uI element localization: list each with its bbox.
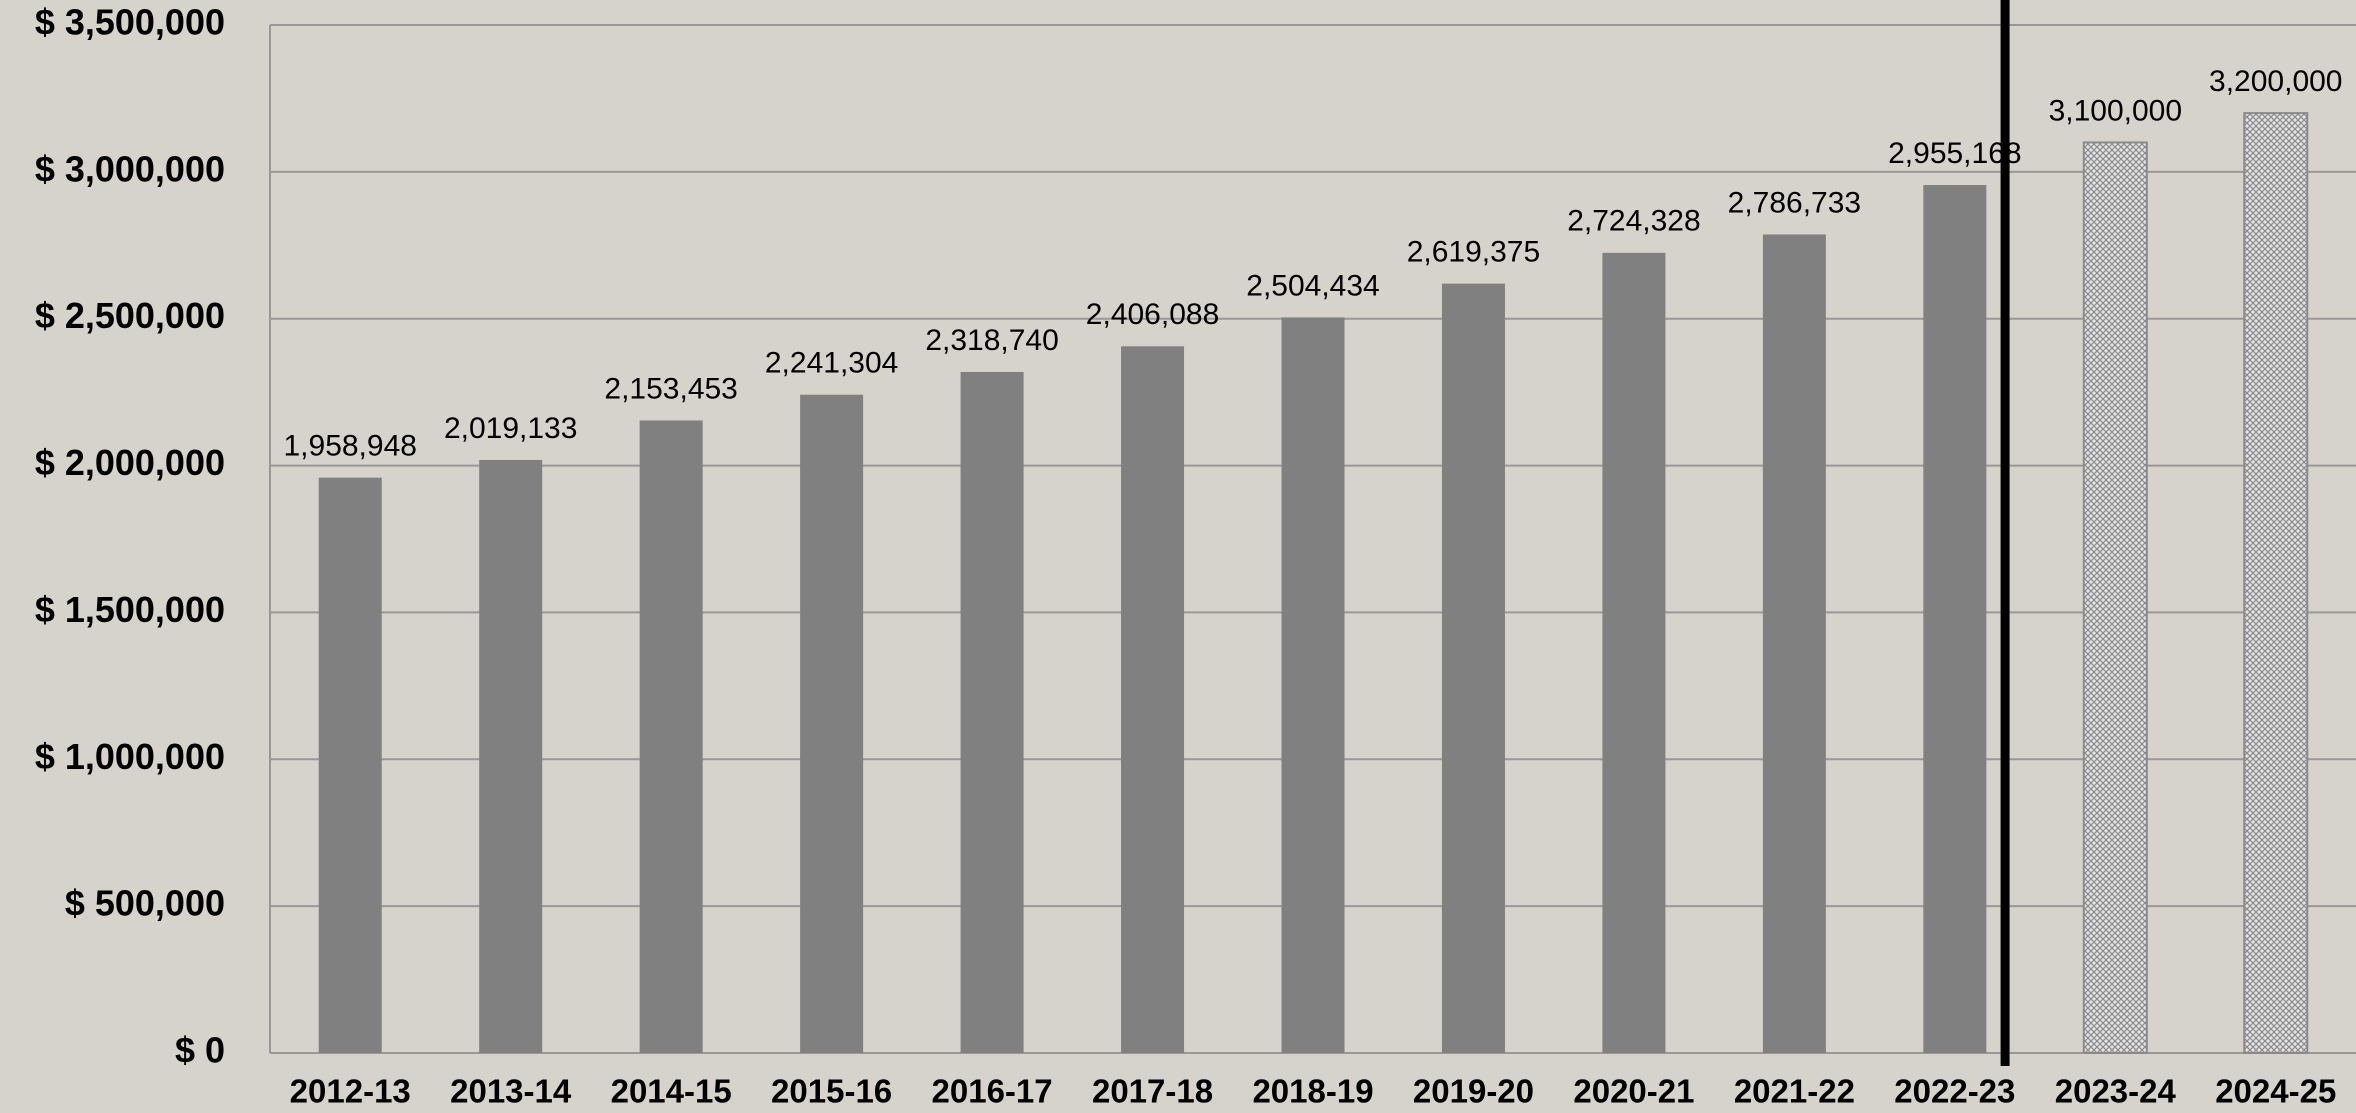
y-tick-label: $ 500,000 <box>65 883 225 924</box>
value-label: 2,619,375 <box>1407 236 1540 269</box>
bar <box>479 459 543 1053</box>
bar <box>2243 112 2309 1055</box>
y-tick-label: $ 0 <box>175 1030 225 1071</box>
x-tick-label: 2020-21 <box>1573 1073 1694 1110</box>
bar <box>800 394 864 1053</box>
bar <box>1441 283 1505 1054</box>
bar <box>1923 185 1987 1053</box>
x-tick-label: 2017-18 <box>1092 1073 1213 1110</box>
bar <box>1281 317 1345 1053</box>
x-tick-label: 2022-23 <box>1894 1073 2015 1110</box>
x-tick-label: 2021-22 <box>1734 1073 1855 1110</box>
y-tick-label: $ 1,000,000 <box>35 736 225 777</box>
value-label: 2,724,328 <box>1567 205 1700 238</box>
x-tick-label: 2015-16 <box>771 1073 892 1110</box>
value-label: 2,406,088 <box>1086 298 1219 331</box>
x-tick-label: 2023-24 <box>2055 1073 2177 1110</box>
y-tick-label: $ 3,000,000 <box>35 148 225 189</box>
value-label: 2,955,168 <box>1888 137 2021 170</box>
bar <box>2082 141 2148 1054</box>
x-tick-label: 2019-20 <box>1413 1073 1534 1110</box>
bar <box>1602 252 1666 1054</box>
y-tick-label: $ 2,000,000 <box>35 442 225 483</box>
bar <box>1762 234 1826 1053</box>
x-tick-label: 2014-15 <box>611 1073 732 1110</box>
value-label: 2,241,304 <box>765 347 898 380</box>
value-label: 3,200,000 <box>2209 65 2342 98</box>
bar <box>1121 346 1185 1053</box>
y-tick-label: $ 3,500,000 <box>35 2 225 43</box>
bar <box>318 477 382 1053</box>
value-label: 2,153,453 <box>604 372 737 405</box>
value-label: 2,318,740 <box>925 324 1058 357</box>
bar <box>639 420 703 1053</box>
x-tick-label: 2016-17 <box>932 1073 1053 1110</box>
bar <box>960 371 1024 1053</box>
value-label: 1,958,948 <box>283 430 416 463</box>
x-tick-label: 2018-19 <box>1252 1073 1373 1110</box>
value-label: 2,786,733 <box>1728 186 1861 219</box>
x-tick-label: 2012-13 <box>290 1073 411 1110</box>
value-label: 2,019,133 <box>444 412 577 445</box>
y-tick-label: $ 2,500,000 <box>35 295 225 336</box>
x-tick-label: 2013-14 <box>450 1073 572 1110</box>
value-label: 3,100,000 <box>2049 94 2182 127</box>
y-tick-label: $ 1,500,000 <box>35 589 225 630</box>
x-tick-label: 2024-25 <box>2215 1073 2336 1110</box>
value-label: 2,504,434 <box>1246 269 1379 302</box>
